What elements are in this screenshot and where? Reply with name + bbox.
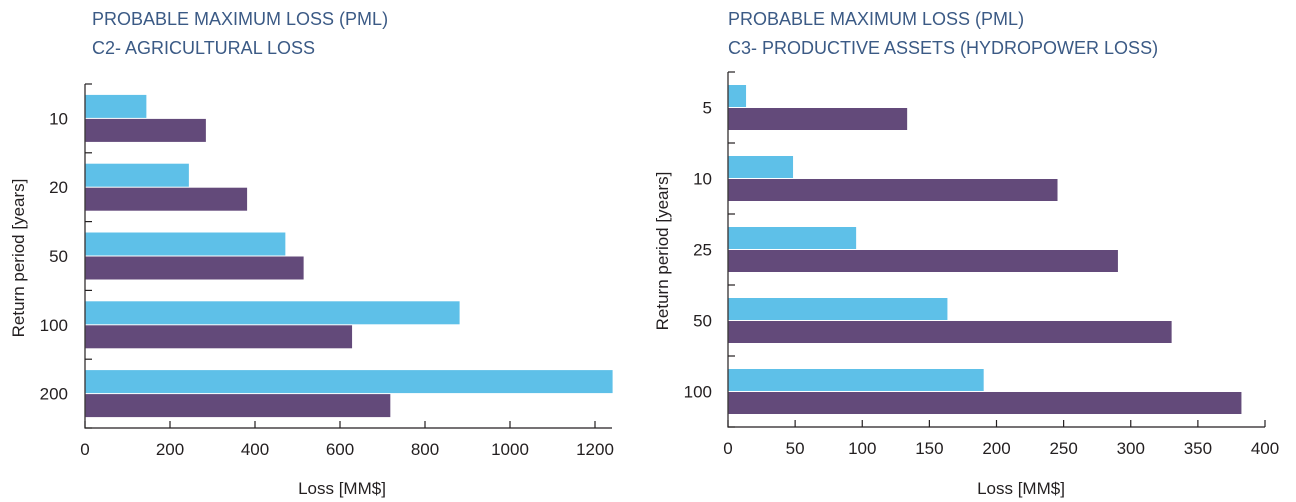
bar-c2-s1-25 xyxy=(728,227,857,249)
chart-1-y-axis-label: Return period [years] xyxy=(9,179,28,338)
x-tick-label-c1-600: 600 xyxy=(326,440,354,459)
bar-c1-s1-200 xyxy=(85,370,613,394)
x-tick-label-c1-0: 0 xyxy=(80,440,89,459)
x-tick-label-c2-100: 100 xyxy=(848,439,876,458)
bar-c1-s2-100 xyxy=(85,325,353,349)
chart-agricultural-loss: PROBABLE MAXIMUM LOSS (PML) C2- AGRICULT… xyxy=(9,9,614,498)
y-tick-label-c2-100: 100 xyxy=(684,383,712,402)
bar-c2-s2-10 xyxy=(728,179,1058,201)
y-tick-label-c2-5: 5 xyxy=(703,99,712,118)
bar-c1-s2-20 xyxy=(85,187,248,211)
bar-c2-s2-100 xyxy=(728,392,1242,414)
bar-c2-s2-5 xyxy=(728,108,908,130)
x-tick-label-c2-200: 200 xyxy=(982,439,1010,458)
bar-c1-s2-50 xyxy=(85,256,304,280)
chart-2-y-axis-label: Return period [years] xyxy=(653,172,672,331)
x-tick-label-c1-800: 800 xyxy=(411,440,439,459)
x-tick-label-c2-350: 350 xyxy=(1184,439,1212,458)
bar-c2-s2-50 xyxy=(728,321,1172,343)
y-tick-label-c1-200: 200 xyxy=(40,385,68,404)
bar-c1-s1-20 xyxy=(85,163,189,187)
chart-2-x-axis-label: Loss [MM$] xyxy=(977,479,1065,498)
chart-1-title: PROBABLE MAXIMUM LOSS (PML) xyxy=(92,9,388,29)
y-tick-label-c2-25: 25 xyxy=(693,241,712,260)
chart-2-ticks: 5 10 25 50 100 0 50 100 150 200 250 300 350 400 xyxy=(684,71,1279,458)
chart-hydropower-loss: PROBABLE MAXIMUM LOSS (PML) C3- PRODUCTI… xyxy=(653,9,1279,498)
x-tick-label-c1-1000: 1000 xyxy=(491,440,529,459)
bar-c2-s2-25 xyxy=(728,250,1118,272)
x-tick-label-c2-250: 250 xyxy=(1049,439,1077,458)
bar-c2-s1-50 xyxy=(728,298,948,320)
chart-2-bars xyxy=(728,85,1242,414)
bar-c1-s2-200 xyxy=(85,394,391,418)
chart-1-x-axis-label: Loss [MM$] xyxy=(298,479,386,498)
y-tick-label-c1-50: 50 xyxy=(49,247,68,266)
x-tick-label-c2-150: 150 xyxy=(915,439,943,458)
bar-c1-s2-10 xyxy=(85,118,206,142)
x-tick-label-c2-400: 400 xyxy=(1251,439,1279,458)
chart-1-ticks: 10 20 50 100 200 0 200 400 600 800 1000 1200 xyxy=(40,83,614,459)
bar-c1-s1-10 xyxy=(85,94,147,118)
x-tick-label-c2-50: 50 xyxy=(786,439,805,458)
bar-c2-s1-100 xyxy=(728,369,984,391)
chart-1-subtitle: C2- AGRICULTURAL LOSS xyxy=(92,38,315,58)
x-tick-label-c1-200: 200 xyxy=(156,440,184,459)
chart-1-bars xyxy=(85,94,613,418)
y-tick-label-c1-10: 10 xyxy=(49,109,68,128)
y-tick-label-c2-10: 10 xyxy=(693,170,712,189)
y-tick-label-c1-100: 100 xyxy=(40,316,68,335)
y-tick-label-c1-20: 20 xyxy=(49,178,68,197)
y-tick-label-c2-50: 50 xyxy=(693,312,712,331)
bar-c2-s1-5 xyxy=(728,85,747,107)
x-tick-label-c1-400: 400 xyxy=(241,440,269,459)
bar-c1-s1-100 xyxy=(85,301,460,325)
x-tick-label-c2-0: 0 xyxy=(723,439,732,458)
bar-c1-s1-50 xyxy=(85,232,286,256)
chart-2-title: PROBABLE MAXIMUM LOSS (PML) xyxy=(728,9,1024,29)
chart-2-subtitle: C3- PRODUCTIVE ASSETS (HYDROPOWER LOSS) xyxy=(728,38,1158,58)
x-tick-label-c2-300: 300 xyxy=(1117,439,1145,458)
x-tick-label-c1-1200: 1200 xyxy=(576,440,614,459)
bar-c2-s1-10 xyxy=(728,156,794,178)
